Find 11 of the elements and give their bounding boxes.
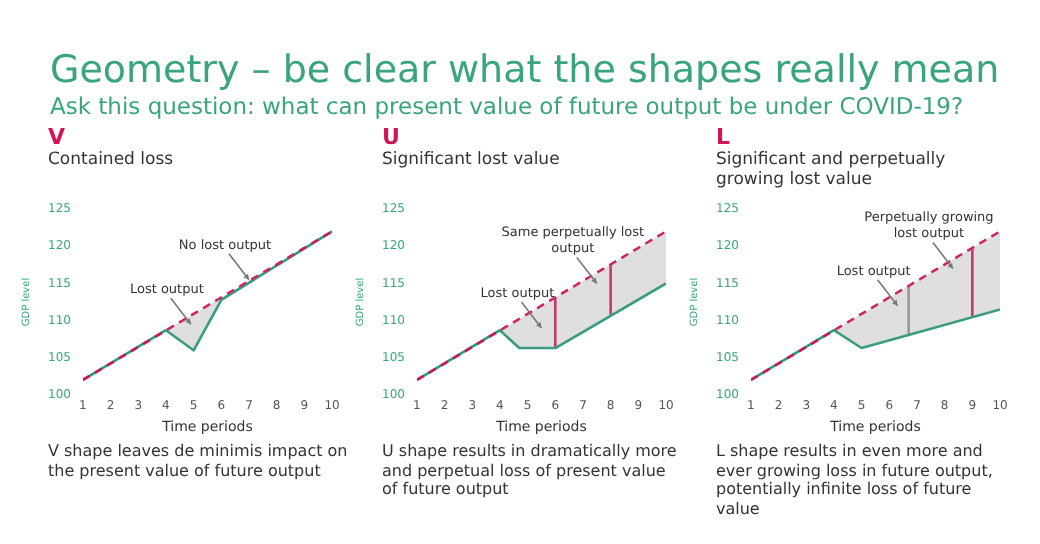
chart-subtitle: Significant lost value — [382, 150, 562, 174]
text: L shape results in even more and ever growing loss in future output, potentially infinite loss of future value — [716, 442, 995, 518]
chart-subtitle: Contained loss — [48, 150, 176, 174]
chart-title: V — [48, 124, 68, 150]
chart-title: U — [382, 124, 402, 150]
text: Geometry – be clear what the shapes really mean — [50, 48, 1002, 92]
chart-subtitle: Significant and perpetually growing lost value — [716, 150, 948, 190]
text: V shape leaves de minimis impact on the present value of future output — [48, 442, 348, 480]
text: U shape results in dramatically more and perpetual loss of present value of future output — [382, 442, 679, 499]
chart-title: L — [716, 124, 733, 150]
text: Ask this question: what can present value of future output be under COVID-19? — [50, 92, 966, 120]
